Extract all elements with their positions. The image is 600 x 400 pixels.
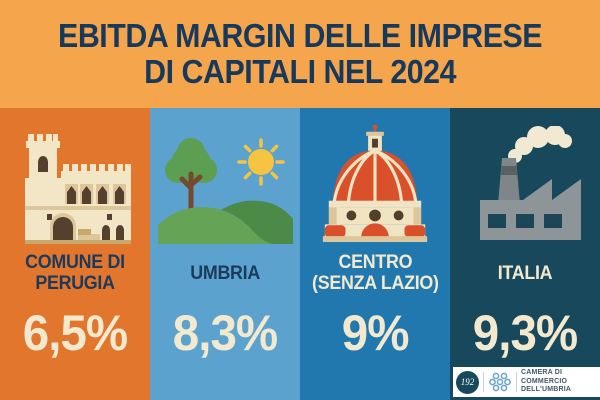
column-centro: CENTRO (SENZA LAZIO) 9% (300, 108, 450, 400)
divider (483, 372, 484, 392)
column-label: ITALIA (497, 262, 553, 284)
title-line1: EBITDA MARGIN DELLE IMPRESE (57, 17, 543, 54)
duomo-icon (320, 120, 430, 244)
column-italia: ITALIA 9,3% 192 (450, 108, 600, 400)
value-italia: 9,3% (472, 305, 578, 361)
column-label: CENTRO (SENZA LAZIO) (311, 252, 439, 294)
anniversary-badge: 192 (456, 370, 479, 394)
column-umbria: UMBRIA 8,3% (150, 108, 300, 400)
palace-icon (17, 120, 133, 244)
divider (516, 372, 517, 392)
rosette-icon (488, 370, 512, 394)
page-title: EBITDA MARGIN DELLE IMPRESE DI CAPITALI … (57, 17, 543, 90)
hills-sun-icon (157, 120, 293, 244)
factory-icon (468, 120, 583, 244)
column-comune-di-perugia: COMUNE DI PERUGIA 6,5% (0, 108, 150, 400)
value-comune-di-perugia: 6,5% (22, 305, 128, 361)
title-line2: DI CAPITALI NEL 2024 (144, 53, 456, 90)
column-label: COMUNE DI PERUGIA (25, 252, 125, 294)
chamber-of-commerce-logo: 192 CAMERA DI COMMERCIO DEL (453, 367, 600, 397)
column-label: UMBRIA (190, 262, 260, 284)
columns: COMUNE DI PERUGIA 6,5% (0, 108, 600, 400)
header: EBITDA MARGIN DELLE IMPRESE DI CAPITALI … (0, 0, 600, 108)
value-centro: 9% (341, 305, 410, 361)
value-umbria: 8,3% (172, 305, 278, 361)
organization-name: CAMERA DI COMMERCIO DELL'UMBRIA (521, 369, 572, 394)
